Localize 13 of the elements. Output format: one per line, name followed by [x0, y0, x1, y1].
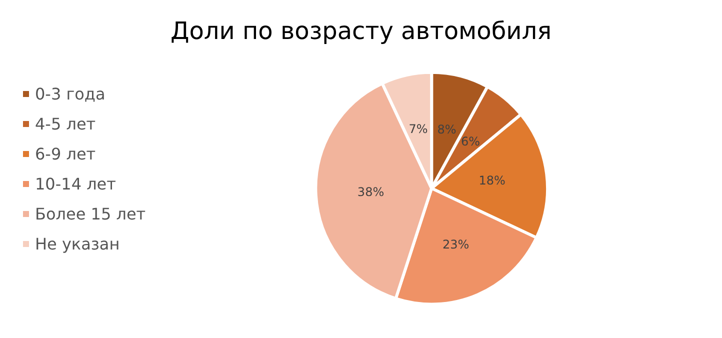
data-label: 6% — [460, 134, 480, 148]
chart-title: Доли по возрасту автомобиля — [170, 17, 552, 45]
legend-label: Не указан — [35, 234, 120, 254]
legend-label: 6-9 лет — [35, 144, 96, 164]
data-label: 7% — [408, 122, 428, 136]
legend-label: 10-14 лет — [35, 174, 116, 194]
data-label: 38% — [357, 185, 384, 200]
data-label: 8% — [437, 122, 456, 136]
data-label: 18% — [478, 174, 506, 188]
legend-label: 4-5 лет — [35, 114, 96, 134]
data-label: 23% — [442, 237, 470, 252]
legend-label: Более 15 лет — [35, 204, 146, 224]
legend-label: 0-3 года — [35, 84, 106, 104]
